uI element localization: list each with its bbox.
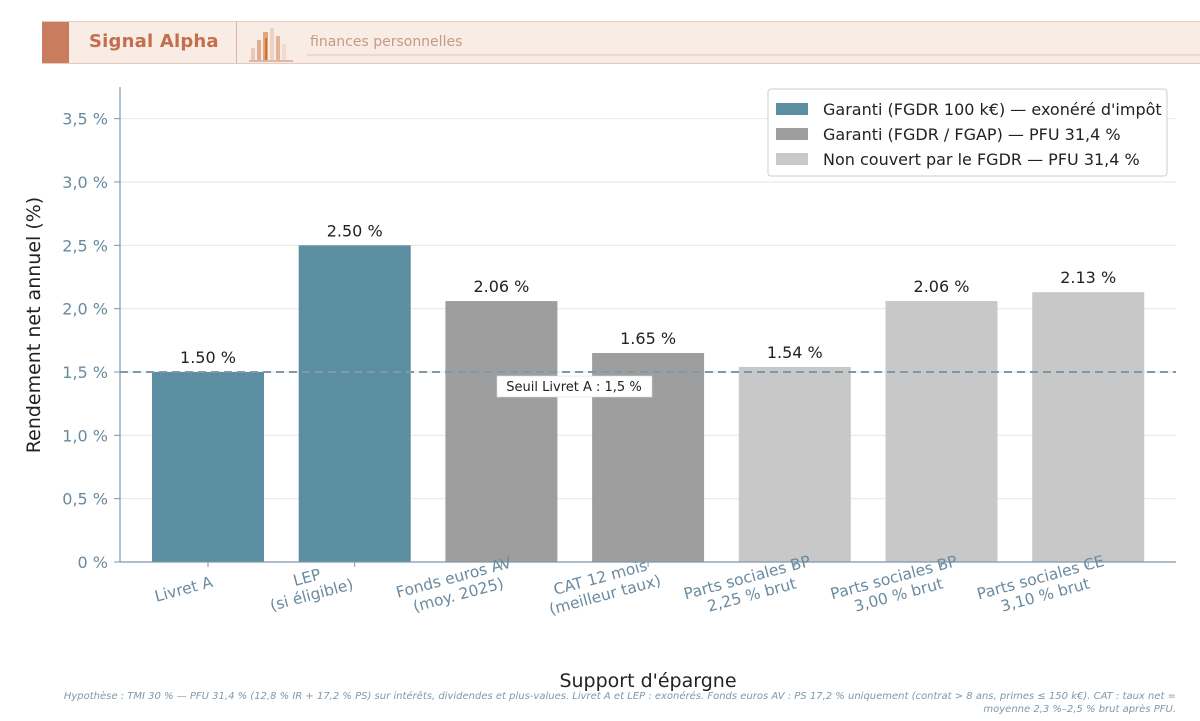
y-tick-label: 3,5 %	[62, 110, 108, 129]
y-tick-label: 1,0 %	[62, 426, 108, 445]
bar	[298, 245, 411, 563]
brand-tagline: finances personnelles	[310, 34, 463, 50]
legend-box	[767, 88, 1168, 177]
bar-value-label: 2.13 %	[1060, 268, 1116, 287]
tagline-underline	[307, 54, 1200, 56]
x-tick-label: CAT 12 mois(meilleur taux)	[543, 554, 663, 619]
brand-divider	[236, 22, 237, 63]
x-tick-label: Livret A	[153, 573, 215, 606]
bar	[885, 301, 998, 562]
bar	[152, 372, 264, 562]
y-axis-title: Rendement net annuel (%)	[23, 197, 45, 453]
value-labels: 1.50 % 2.50 % 2.06 % 1.65 % 1.54 % 2.06 % 2.13…	[180, 221, 1116, 367]
legend-swatch	[776, 103, 808, 115]
reference-line-group: Seuil Livret A : 1,5 %	[120, 371, 1176, 398]
footnote-line-1: Hypothèse : TMI 30 % — PFU 31,4 % (12,8 …	[63, 691, 1176, 702]
legend: Garanti (FGDR 100 k€) — exonéré d'impôt G…	[767, 88, 1168, 177]
y-tick-label: 2,0 %	[62, 300, 108, 319]
bar	[445, 301, 558, 562]
y-tick-label: 2,5 %	[62, 236, 108, 255]
brand-swatch	[42, 22, 69, 63]
legend-swatch	[776, 153, 808, 165]
bar-value-label: 2.06 %	[914, 277, 970, 296]
y-tick-label: 3,0 %	[62, 173, 108, 192]
bar	[1032, 292, 1145, 562]
reference-line-label-box	[496, 375, 653, 398]
y-tick-label: 0 %	[78, 553, 108, 572]
bar-value-label: 2.50 %	[327, 221, 383, 240]
footnote-line-2: moyenne 2,3 %–2,5 % brut après PFU.	[983, 704, 1176, 715]
legend-label: Garanti (FGDR 100 k€) — exonéré d'impôt	[823, 100, 1162, 119]
bars	[152, 245, 1145, 563]
bar-value-label: 2.06 %	[473, 277, 529, 296]
bar-chart-logo-icon	[249, 28, 293, 62]
x-tick-label: Fonds euros AV(moy. 2025)	[394, 554, 518, 620]
legend-label: Garanti (FGDR / FGAP) — PFU 31,4 %	[823, 125, 1121, 144]
legend-swatch	[776, 128, 808, 140]
brand-name: Signal Alpha	[89, 31, 219, 52]
bar	[738, 366, 851, 562]
x-tick-label: LEP(si éligible)	[263, 558, 355, 615]
bar-value-label: 1.50 %	[180, 348, 236, 367]
bar-value-label: 1.65 %	[620, 329, 676, 348]
bar-value-label: 1.54 %	[767, 343, 823, 362]
y-tick-label: 1,5 %	[62, 363, 108, 382]
x-axis-title: Support d'épargne	[559, 670, 736, 692]
x-tick-label-line: Livret A	[153, 573, 215, 606]
y-tick-label: 0,5 %	[62, 490, 108, 509]
brand-header: Signal Alpha finances personnelles	[42, 21, 1200, 64]
reference-line-label: Seuil Livret A : 1,5 %	[506, 380, 641, 395]
legend-label: Non couvert par le FGDR — PFU 31,4 %	[823, 150, 1140, 169]
footnote: Hypothèse : TMI 30 % — PFU 31,4 % (12,8 …	[6, 690, 1176, 716]
